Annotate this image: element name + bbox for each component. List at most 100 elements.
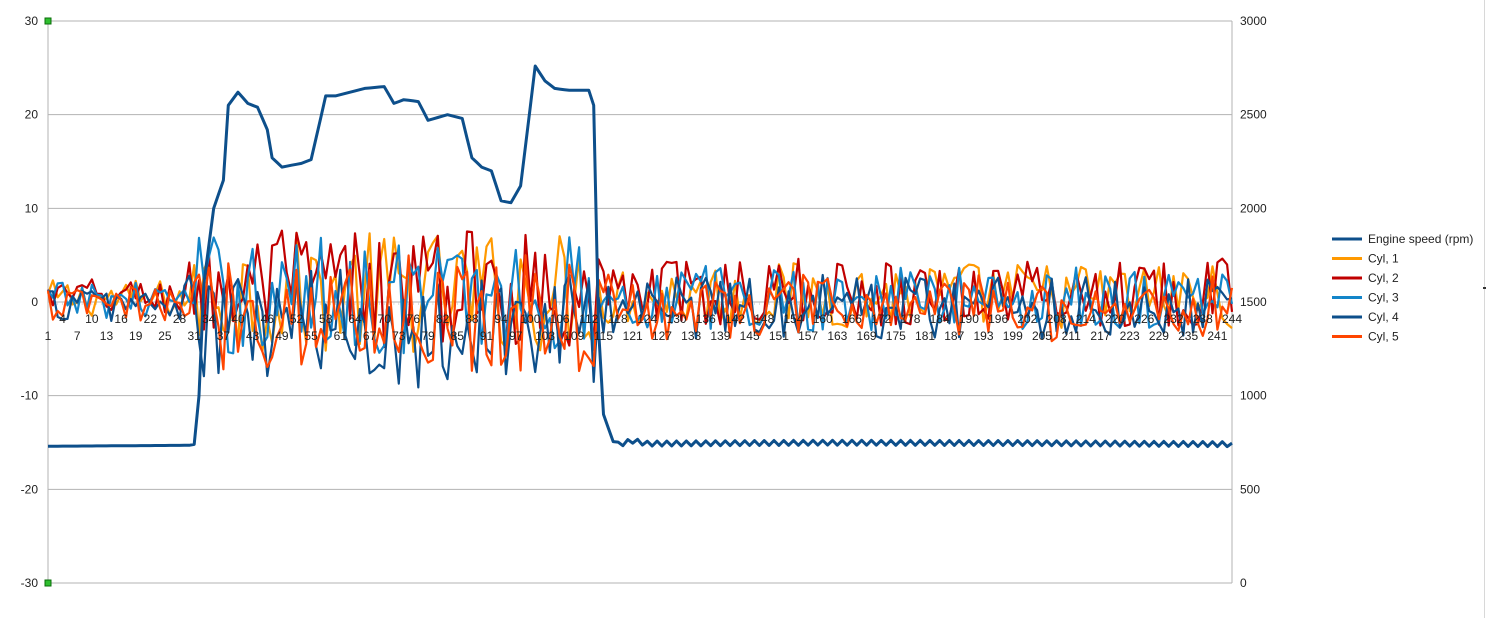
x-tick-label: 88: [465, 312, 479, 326]
x-tick-label: 115: [594, 329, 613, 343]
selection-handle-bottom: [44, 579, 52, 587]
series-line-1: [46, 231, 1233, 353]
left-tick-label: -20: [21, 482, 39, 496]
x-tick-label: 4: [59, 312, 66, 326]
x-tick-label: 181: [915, 329, 935, 343]
right-tick-label: 3000: [1240, 14, 1267, 28]
right-tick-label: 500: [1240, 482, 1260, 496]
x-tick-label: 73: [392, 329, 406, 343]
x-tick-label: 61: [334, 329, 348, 343]
x-tick-label: 91: [480, 329, 494, 343]
x-tick-label: 220: [1105, 312, 1125, 326]
legend-label: Cyl, 5: [1368, 330, 1399, 344]
left-tick-label: -10: [21, 389, 39, 403]
x-tick-label: 124: [637, 312, 657, 326]
legend-label: Engine speed (rpm): [1368, 232, 1473, 246]
x-tick-label: 55: [304, 329, 318, 343]
series-line-2: [46, 229, 1234, 349]
x-tick-label: 172: [871, 312, 891, 326]
x-tick-label: 136: [696, 312, 716, 326]
x-tick-label: 148: [754, 312, 774, 326]
x-tick-label: 58: [319, 312, 333, 326]
x-tick-label: 106: [550, 312, 570, 326]
x-tick-label: 94: [494, 312, 508, 326]
x-tick-label: 7: [74, 329, 81, 343]
x-tick-label: 157: [798, 329, 818, 343]
x-tick-label: 76: [407, 312, 421, 326]
x-tick-label: 160: [813, 312, 833, 326]
left-tick-label: -30: [21, 576, 39, 590]
x-tick-label: 175: [886, 329, 906, 343]
x-tick-label: 25: [158, 329, 172, 343]
x-tick-label: 133: [681, 329, 701, 343]
right-tick-label: 2500: [1240, 108, 1267, 122]
left-tick-label: 30: [25, 14, 39, 28]
series-line-4: [47, 268, 1233, 389]
series-line-0: [48, 64, 1233, 449]
series-lines: [46, 64, 1234, 449]
left-y-axis: -30 -20 -10 0 10 20 30: [21, 14, 1233, 590]
x-tick-label: 19: [129, 329, 143, 343]
legend-label: Cyl, 1: [1368, 252, 1399, 266]
x-tick-label: 217: [1090, 329, 1110, 343]
x-tick-label: 82: [436, 312, 450, 326]
x-tick-label: 154: [783, 312, 803, 326]
x-tick-label: 97: [509, 329, 523, 343]
legend-label: Cyl, 3: [1368, 291, 1399, 305]
x-tick-label: 238: [1193, 312, 1213, 326]
x-tick-label: 1: [45, 329, 52, 343]
x-tick-label: 169: [857, 329, 877, 343]
x-tick-label: 145: [740, 329, 760, 343]
x-tick-label: 199: [1003, 329, 1023, 343]
x-tick-label: 40: [231, 312, 245, 326]
x-tick-label: 85: [451, 329, 465, 343]
x-tick-label: 193: [973, 329, 993, 343]
x-tick-label: 22: [144, 312, 158, 326]
x-tick-label: 202: [1017, 312, 1037, 326]
legend-label: Cyl, 2: [1368, 271, 1399, 285]
x-tick-label: 46: [261, 312, 275, 326]
x-tick-label: 121: [623, 329, 643, 343]
x-tick-label: 70: [378, 312, 392, 326]
x-tick-label: 109: [564, 329, 584, 343]
x-tick-label: 196: [988, 312, 1008, 326]
x-tick-label: 223: [1120, 329, 1140, 343]
x-tick-label: 211: [1062, 329, 1081, 343]
x-tick-label: 79: [421, 329, 435, 343]
x-tick-label: 127: [652, 329, 672, 343]
x-tick-label: 103: [535, 329, 555, 343]
x-tick-label: 130: [667, 312, 687, 326]
x-tick-label: 235: [1178, 329, 1198, 343]
x-tick-label: 64: [348, 312, 362, 326]
x-tick-label: 100: [520, 312, 540, 326]
x-tick-label: 163: [827, 329, 847, 343]
x-tick-label: 34: [202, 312, 216, 326]
x-tick-label: 229: [1149, 329, 1169, 343]
divider-line: [1484, 0, 1485, 618]
x-tick-label: 31: [187, 329, 201, 343]
legend-label: Cyl, 4: [1368, 310, 1399, 324]
x-tick-label: 13: [100, 329, 114, 343]
x-tick-label: 166: [842, 312, 862, 326]
x-tick-label: 10: [85, 312, 99, 326]
x-tick-label: 178: [900, 312, 920, 326]
right-tick-label: 2000: [1240, 201, 1267, 215]
x-tick-label: 208: [1047, 312, 1067, 326]
right-y-axis: 0 500 1000 1500 2000 2500 3000: [1240, 14, 1267, 590]
x-tick-label: 244: [1222, 312, 1242, 326]
x-tick-label: 67: [363, 329, 377, 343]
right-tick-label: 1500: [1240, 295, 1267, 309]
x-tick-label: 112: [579, 312, 598, 326]
x-tick-label: 49: [275, 329, 289, 343]
x-tick-label: 241: [1207, 329, 1227, 343]
left-tick-label: 20: [25, 108, 39, 122]
selection-handle-top: [44, 17, 52, 25]
x-tick-label: 142: [725, 312, 745, 326]
x-tick-label: 37: [217, 329, 231, 343]
x-tick-label: 187: [944, 329, 964, 343]
resize-handle[interactable]: [1483, 287, 1486, 289]
x-tick-label: 205: [1032, 329, 1052, 343]
right-tick-label: 1000: [1240, 389, 1267, 403]
x-tick-label: 28: [173, 312, 187, 326]
